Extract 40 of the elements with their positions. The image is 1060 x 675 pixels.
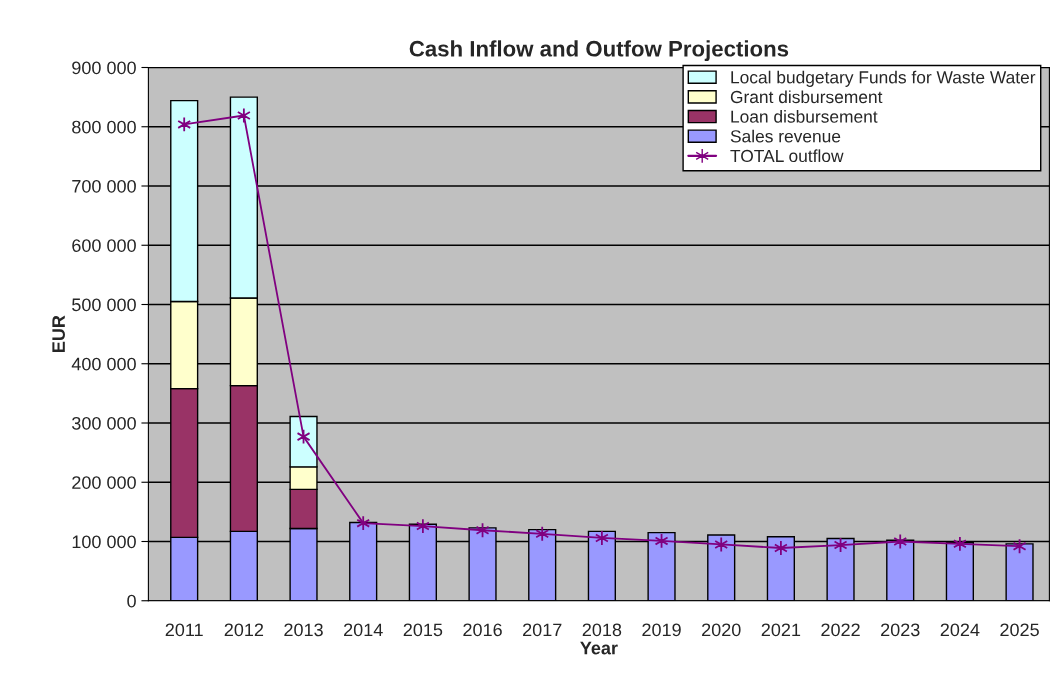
x-tick-label: 2021 <box>761 623 801 637</box>
x-tick-label: 2022 <box>821 623 860 637</box>
point <box>773 540 788 556</box>
legend-label: TOTAL outflow <box>730 149 844 163</box>
x-tick-label: 2011 <box>165 623 203 637</box>
point <box>535 525 550 542</box>
x-tick-label: 2020 <box>702 623 741 637</box>
y-tick-label: 300 000 <box>72 416 136 430</box>
y-tick-label: 600 000 <box>72 239 136 252</box>
y-tick-label: 900 000 <box>72 61 136 75</box>
x-tick-label: 2025 <box>1000 623 1039 637</box>
point <box>594 530 609 546</box>
x-tick-label: 2024 <box>940 623 980 637</box>
y-tick-label: 500 000 <box>72 298 136 312</box>
chart-title: Cash Inflow and Outfow Projections <box>409 40 789 61</box>
x-tick-label: 2018 <box>582 623 622 637</box>
y-axis-title: EUR <box>52 315 65 352</box>
legend-label: Sales revenue <box>730 129 841 143</box>
point <box>415 518 430 534</box>
legend-label: Grant disbursement <box>730 90 883 104</box>
x-tick-label: 2023 <box>881 623 920 637</box>
x-tick-label: 2017 <box>523 623 562 637</box>
y-tick-label: 700 000 <box>72 179 136 193</box>
y-tick-label: 100 000 <box>72 535 136 549</box>
x-tick-label: 2015 <box>403 623 443 637</box>
x-tick-label: 2019 <box>642 623 681 637</box>
y-tick-label: 400 000 <box>71 357 136 371</box>
x-axis-title: Year <box>580 641 618 655</box>
x-tick-label: 2016 <box>463 623 502 637</box>
point <box>356 515 371 531</box>
y-tick-label: 0 <box>127 594 136 608</box>
x-tick-label: 2012 <box>224 623 264 637</box>
legend-label: Local budgetary Funds for Waste Water <box>731 70 1036 87</box>
x-tick-label: 2014 <box>344 623 383 637</box>
point <box>177 116 192 133</box>
y-tick-label: 200 000 <box>72 476 136 489</box>
x-tick-label: 2013 <box>284 623 323 637</box>
legend-label: Loan disbursement <box>731 110 878 123</box>
point <box>952 536 967 552</box>
y-tick-label: 800 000 <box>72 120 136 134</box>
